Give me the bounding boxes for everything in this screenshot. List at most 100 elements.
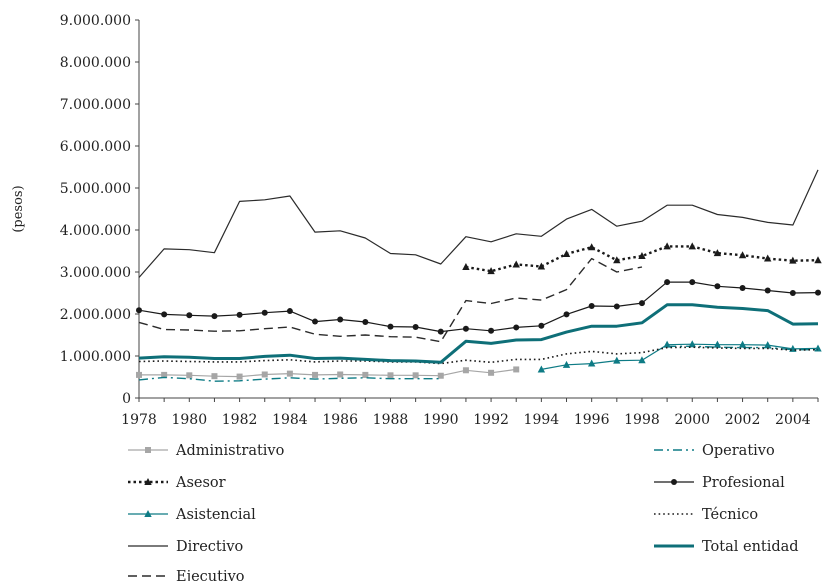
data-point-administrativo [136,371,142,378]
data-point-administrativo [261,371,268,378]
x-tick-label: 2000 [674,412,710,428]
data-point-profesional [236,311,243,318]
y-tick-label: 5.000.000 [60,181,131,197]
data-point-asesor [462,262,470,270]
data-point-administrativo [437,372,444,379]
data-point-profesional [211,313,218,320]
legend-marker [671,479,677,485]
series-line-operativo [667,345,818,351]
data-point-administrativo [186,372,193,379]
data-point-profesional [638,300,645,307]
data-point-asesor [663,242,671,250]
legend-label: Asesor [175,475,226,491]
y-tick-label: 3.000.000 [60,265,131,281]
series-operativo [138,345,818,382]
data-point-asesor [789,256,797,264]
data-point-asistencial [764,341,772,349]
legend-item-total-entidad: Total entidad [654,539,799,555]
data-point-profesional [764,287,771,294]
data-point-profesional [563,311,570,318]
data-point-profesional [387,323,394,330]
y-tick-label: 2.000.000 [60,307,131,323]
data-point-asesor [764,254,772,262]
legend-item-administrativo: Administrativo [128,443,284,459]
data-point-asistencial [814,344,822,352]
data-point-asistencial [638,356,646,364]
x-tick-label: 1980 [171,412,207,428]
legend-item-asistencial: Asistencial [128,507,256,523]
data-point-asesor [487,267,495,275]
data-point-asistencial [537,365,546,373]
data-point-profesional [714,283,721,290]
data-point-profesional [538,322,545,329]
legend-label: Directivo [176,539,243,555]
data-point-asistencial [562,360,571,368]
series-line-asistencial [541,343,819,370]
data-point-administrativo [513,366,520,373]
x-tick-label: 1990 [423,412,459,428]
data-point-asesor [814,256,822,264]
series-administrativo [136,366,520,380]
series-ejecutivo [138,257,643,343]
legend-label: Técnico [702,507,758,523]
x-tick-label: 1996 [574,412,610,428]
x-tick-label: 1988 [373,412,409,428]
series-tecnico [138,346,819,365]
y-tick-label: 6.000.000 [60,139,131,155]
data-point-administrativo [312,371,319,378]
data-point-profesional [136,307,142,314]
x-tick-label: 1986 [322,412,358,428]
y-tick-label: 9.000.000 [60,13,131,29]
data-point-profesional [689,279,696,286]
data-point-administrativo [362,371,369,378]
data-point-asistencial [713,340,722,348]
y-tick-label: 4.000.000 [60,223,131,239]
series-line-administrativo [139,368,517,378]
y-tick-label: 0 [122,391,131,407]
data-point-profesional [186,312,193,319]
data-point-profesional [739,284,746,291]
x-tick-label: 1998 [624,412,660,428]
data-point-asesor [738,251,747,259]
data-point-profesional [362,318,369,325]
x-tick-label: 1992 [473,412,509,428]
data-point-profesional [815,289,821,296]
data-point-administrativo [236,373,243,380]
data-point-administrativo [286,370,293,377]
legend-label: Operativo [702,443,775,459]
x-tick-label: 1978 [121,412,157,428]
legend-label: Total entidad [702,539,799,555]
data-point-administrativo [211,373,218,380]
series-line-operativo [138,376,441,382]
series-total-entidad [138,303,819,364]
data-point-asesor [512,260,520,268]
series-profesional [136,279,821,335]
data-point-profesional [462,325,469,332]
data-point-administrativo [387,372,394,379]
series-asesor [462,242,822,275]
data-point-asesor [613,256,621,264]
data-point-profesional [312,318,319,325]
data-point-profesional [261,309,268,316]
data-point-asistencial [613,356,621,364]
data-point-profesional [412,324,419,331]
data-point-administrativo [488,369,495,376]
legend-label: Ejecutivo [176,569,245,581]
legend-label: Administrativo [175,443,284,459]
data-point-asesor [713,249,722,257]
data-point-profesional [664,279,671,286]
legend-label: Asistencial [175,507,256,523]
series-directivo [138,169,819,278]
data-point-asesor [537,262,546,270]
data-point-asesor [688,242,696,250]
legend-item-ejecutivo: Ejecutivo [128,569,245,581]
y-tick-label: 1.000.000 [60,349,131,365]
data-point-profesional [613,303,620,310]
data-point-administrativo [337,371,344,378]
data-point-profesional [488,327,495,334]
data-point-profesional [161,311,168,318]
series-line-directivo [138,169,819,278]
data-point-administrativo [412,372,419,379]
legend: Administrativo Asesor Asistencial Directivo… [128,443,799,581]
data-point-asistencial [738,340,747,348]
